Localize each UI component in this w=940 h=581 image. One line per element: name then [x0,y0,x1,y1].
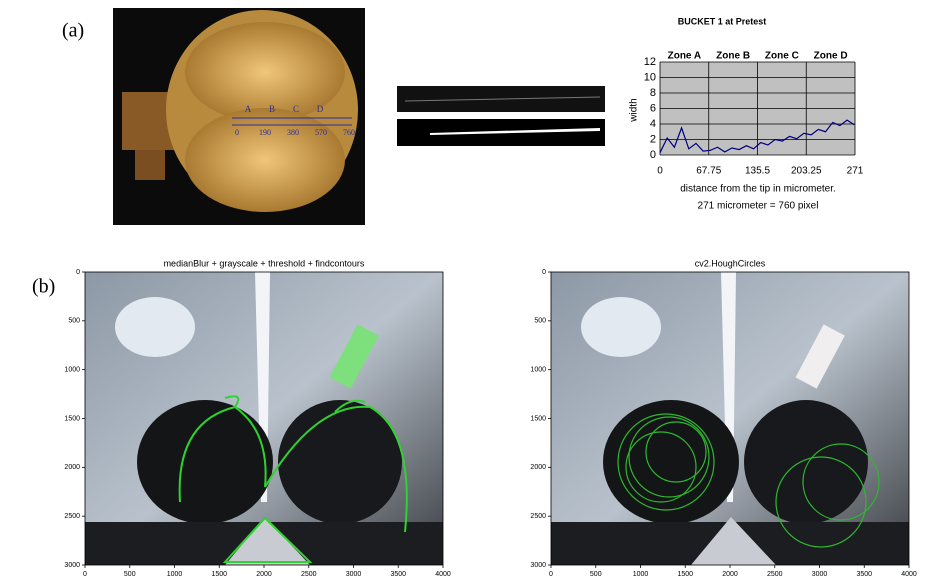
bucket-photo [113,8,365,225]
y-tick-label: 10 [644,71,656,83]
y-axis-label: width [629,98,640,122]
chart-title: BUCKET 1 at Pretest [678,16,767,26]
x-tick-label: 203.25 [791,166,822,177]
photo-zone-letter: D [317,104,324,114]
x-tick-label: 2500 [301,571,317,578]
x-tick-label: 3500 [856,571,872,578]
y-tick-label: 2500 [64,513,80,520]
x-tick-label: 2000 [722,571,738,578]
y-tick-label: 500 [534,318,546,325]
x-tick-label: 3500 [390,571,406,578]
y-tick-label: 2 [650,133,656,145]
plot-title: medianBlur + grayscale + threshold + fin… [164,258,365,268]
x-axis-label: distance from the tip in micrometer. [680,184,836,195]
zone-label: Zone B [716,51,750,62]
y-tick-label: 3000 [64,562,80,569]
y-tick-label: 2000 [530,464,546,471]
y-tick-label: 1500 [64,415,80,422]
photo-pixel-mark: 0 [235,128,239,137]
x-tick-label: 2500 [767,571,783,578]
x-tick-label: 0 [83,571,87,578]
y-tick-label: 0 [542,269,546,276]
x-tick-label: 3000 [812,571,828,578]
x-tick-label: 0 [657,166,663,177]
photo-pixel-mark: 380 [287,128,299,137]
zone-label: Zone A [668,51,702,62]
x-tick-label: 500 [124,571,136,578]
y-tick-label: 8 [650,87,656,99]
y-tick-label: 500 [68,318,80,325]
y-tick-label: 4 [650,118,656,130]
y-tick-label: 3000 [530,562,546,569]
photo-pixel-mark: 190 [259,128,271,137]
photo-zone-letter: A [245,104,252,114]
x-tick-label: 2000 [256,571,272,578]
zone-label: Zone D [814,51,848,62]
zone-label: Zone C [765,51,799,62]
x-tick-label: 1500 [211,571,227,578]
y-tick-label: 2000 [64,464,80,471]
x-tick-label: 4000 [435,571,451,578]
x-tick-label: 0 [549,571,553,578]
plot-title: cv2.HoughCircles [695,258,766,268]
chart-note: 271 micrometer = 760 pixel [698,201,819,212]
photo-pixel-mark: 760 [343,128,355,137]
photo-pixel-mark: 570 [315,128,327,137]
y-tick-label: 1000 [530,367,546,374]
x-tick-label: 1000 [167,571,183,578]
y-tick-label: 6 [650,102,656,114]
y-tick-label: 0 [76,269,80,276]
x-tick-label: 3000 [346,571,362,578]
x-tick-label: 271 [847,166,864,177]
y-tick-label: 0 [650,149,656,161]
y-tick-label: 1000 [64,367,80,374]
x-tick-label: 4000 [901,571,917,578]
image-circles [551,272,909,565]
x-tick-label: 67.75 [696,166,721,177]
panel-label: (a) [62,20,84,42]
x-tick-label: 500 [590,571,602,578]
x-tick-label: 135.5 [745,166,770,177]
y-tick-label: 1500 [530,415,546,422]
figure: (a) (b) A B C D 0 190 380 570 760 BUCKET 1 at Pre… [0,0,940,581]
y-tick-label: 12 [644,56,656,68]
photo-zone-letter: B [269,104,275,114]
photo-zone-letter: C [293,104,299,114]
panel-label: (b) [32,276,55,298]
y-tick-label: 2500 [530,513,546,520]
image-contours [85,272,443,565]
x-tick-label: 1000 [633,571,649,578]
x-tick-label: 1500 [677,571,693,578]
